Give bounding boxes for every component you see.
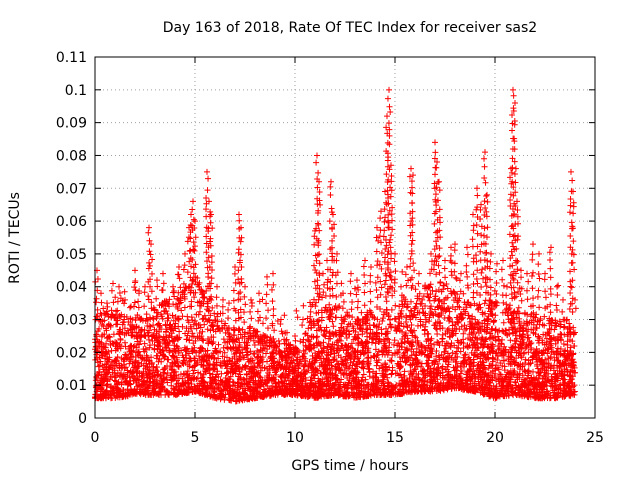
data-point xyxy=(182,304,188,310)
data-point xyxy=(154,364,160,370)
data-point xyxy=(333,314,339,320)
data-point xyxy=(442,315,448,321)
data-point xyxy=(236,327,242,333)
data-point xyxy=(176,364,182,370)
data-point xyxy=(109,307,115,313)
data-point xyxy=(176,329,182,335)
data-point xyxy=(117,336,123,342)
data-point xyxy=(499,337,505,343)
data-point xyxy=(319,317,325,323)
data-point xyxy=(201,322,207,328)
data-point xyxy=(320,339,326,345)
data-point xyxy=(501,320,507,326)
data-point xyxy=(555,283,561,289)
data-point xyxy=(297,338,303,344)
data-point xyxy=(571,392,577,398)
data-point xyxy=(392,303,398,309)
data-point xyxy=(460,345,466,351)
data-point xyxy=(96,364,102,370)
data-point xyxy=(507,337,513,343)
data-point xyxy=(492,288,498,294)
data-point xyxy=(231,379,237,385)
points-layer xyxy=(92,87,579,405)
data-point xyxy=(165,357,171,363)
data-point xyxy=(109,348,115,354)
data-point xyxy=(302,362,308,368)
data-point xyxy=(112,294,118,300)
data-point xyxy=(436,287,442,293)
data-point xyxy=(404,323,410,329)
data-point xyxy=(187,303,193,309)
data-point xyxy=(221,345,227,351)
data-point xyxy=(186,359,192,365)
data-point xyxy=(191,270,197,276)
data-point xyxy=(300,303,306,309)
data-point xyxy=(352,286,358,292)
data-point xyxy=(507,302,513,308)
data-point xyxy=(293,308,299,314)
data-point xyxy=(154,353,160,359)
data-point xyxy=(205,326,211,332)
data-point xyxy=(433,288,439,294)
data-point xyxy=(330,323,336,329)
data-point xyxy=(179,324,185,330)
data-point xyxy=(422,328,428,334)
data-point xyxy=(326,302,332,308)
data-point xyxy=(114,308,120,314)
data-point xyxy=(500,300,506,306)
data-point xyxy=(392,337,398,343)
data-point xyxy=(281,312,287,318)
data-point xyxy=(571,330,577,336)
data-point xyxy=(384,298,390,304)
data-point xyxy=(122,289,128,295)
data-point xyxy=(277,341,283,347)
data-point xyxy=(276,338,282,344)
data-point xyxy=(122,340,128,346)
data-point xyxy=(216,342,222,348)
data-point xyxy=(445,286,451,292)
data-point xyxy=(440,335,446,341)
data-point xyxy=(192,318,198,324)
data-point xyxy=(369,340,375,346)
data-point xyxy=(181,281,187,287)
data-point xyxy=(454,276,460,282)
data-point xyxy=(503,328,509,334)
data-point xyxy=(197,309,203,315)
data-point xyxy=(516,305,522,311)
data-point xyxy=(364,355,370,361)
data-point xyxy=(402,368,408,374)
data-point xyxy=(425,331,431,337)
data-point xyxy=(198,345,204,351)
data-point xyxy=(183,336,189,342)
data-point xyxy=(142,333,148,339)
data-point xyxy=(388,372,394,378)
data-point xyxy=(252,342,258,348)
data-point xyxy=(380,315,386,321)
data-point xyxy=(447,258,453,264)
data-point xyxy=(146,337,152,343)
data-point xyxy=(413,286,419,292)
data-point xyxy=(131,284,137,290)
data-point xyxy=(358,310,364,316)
data-point xyxy=(561,324,567,330)
data-point xyxy=(561,341,567,347)
